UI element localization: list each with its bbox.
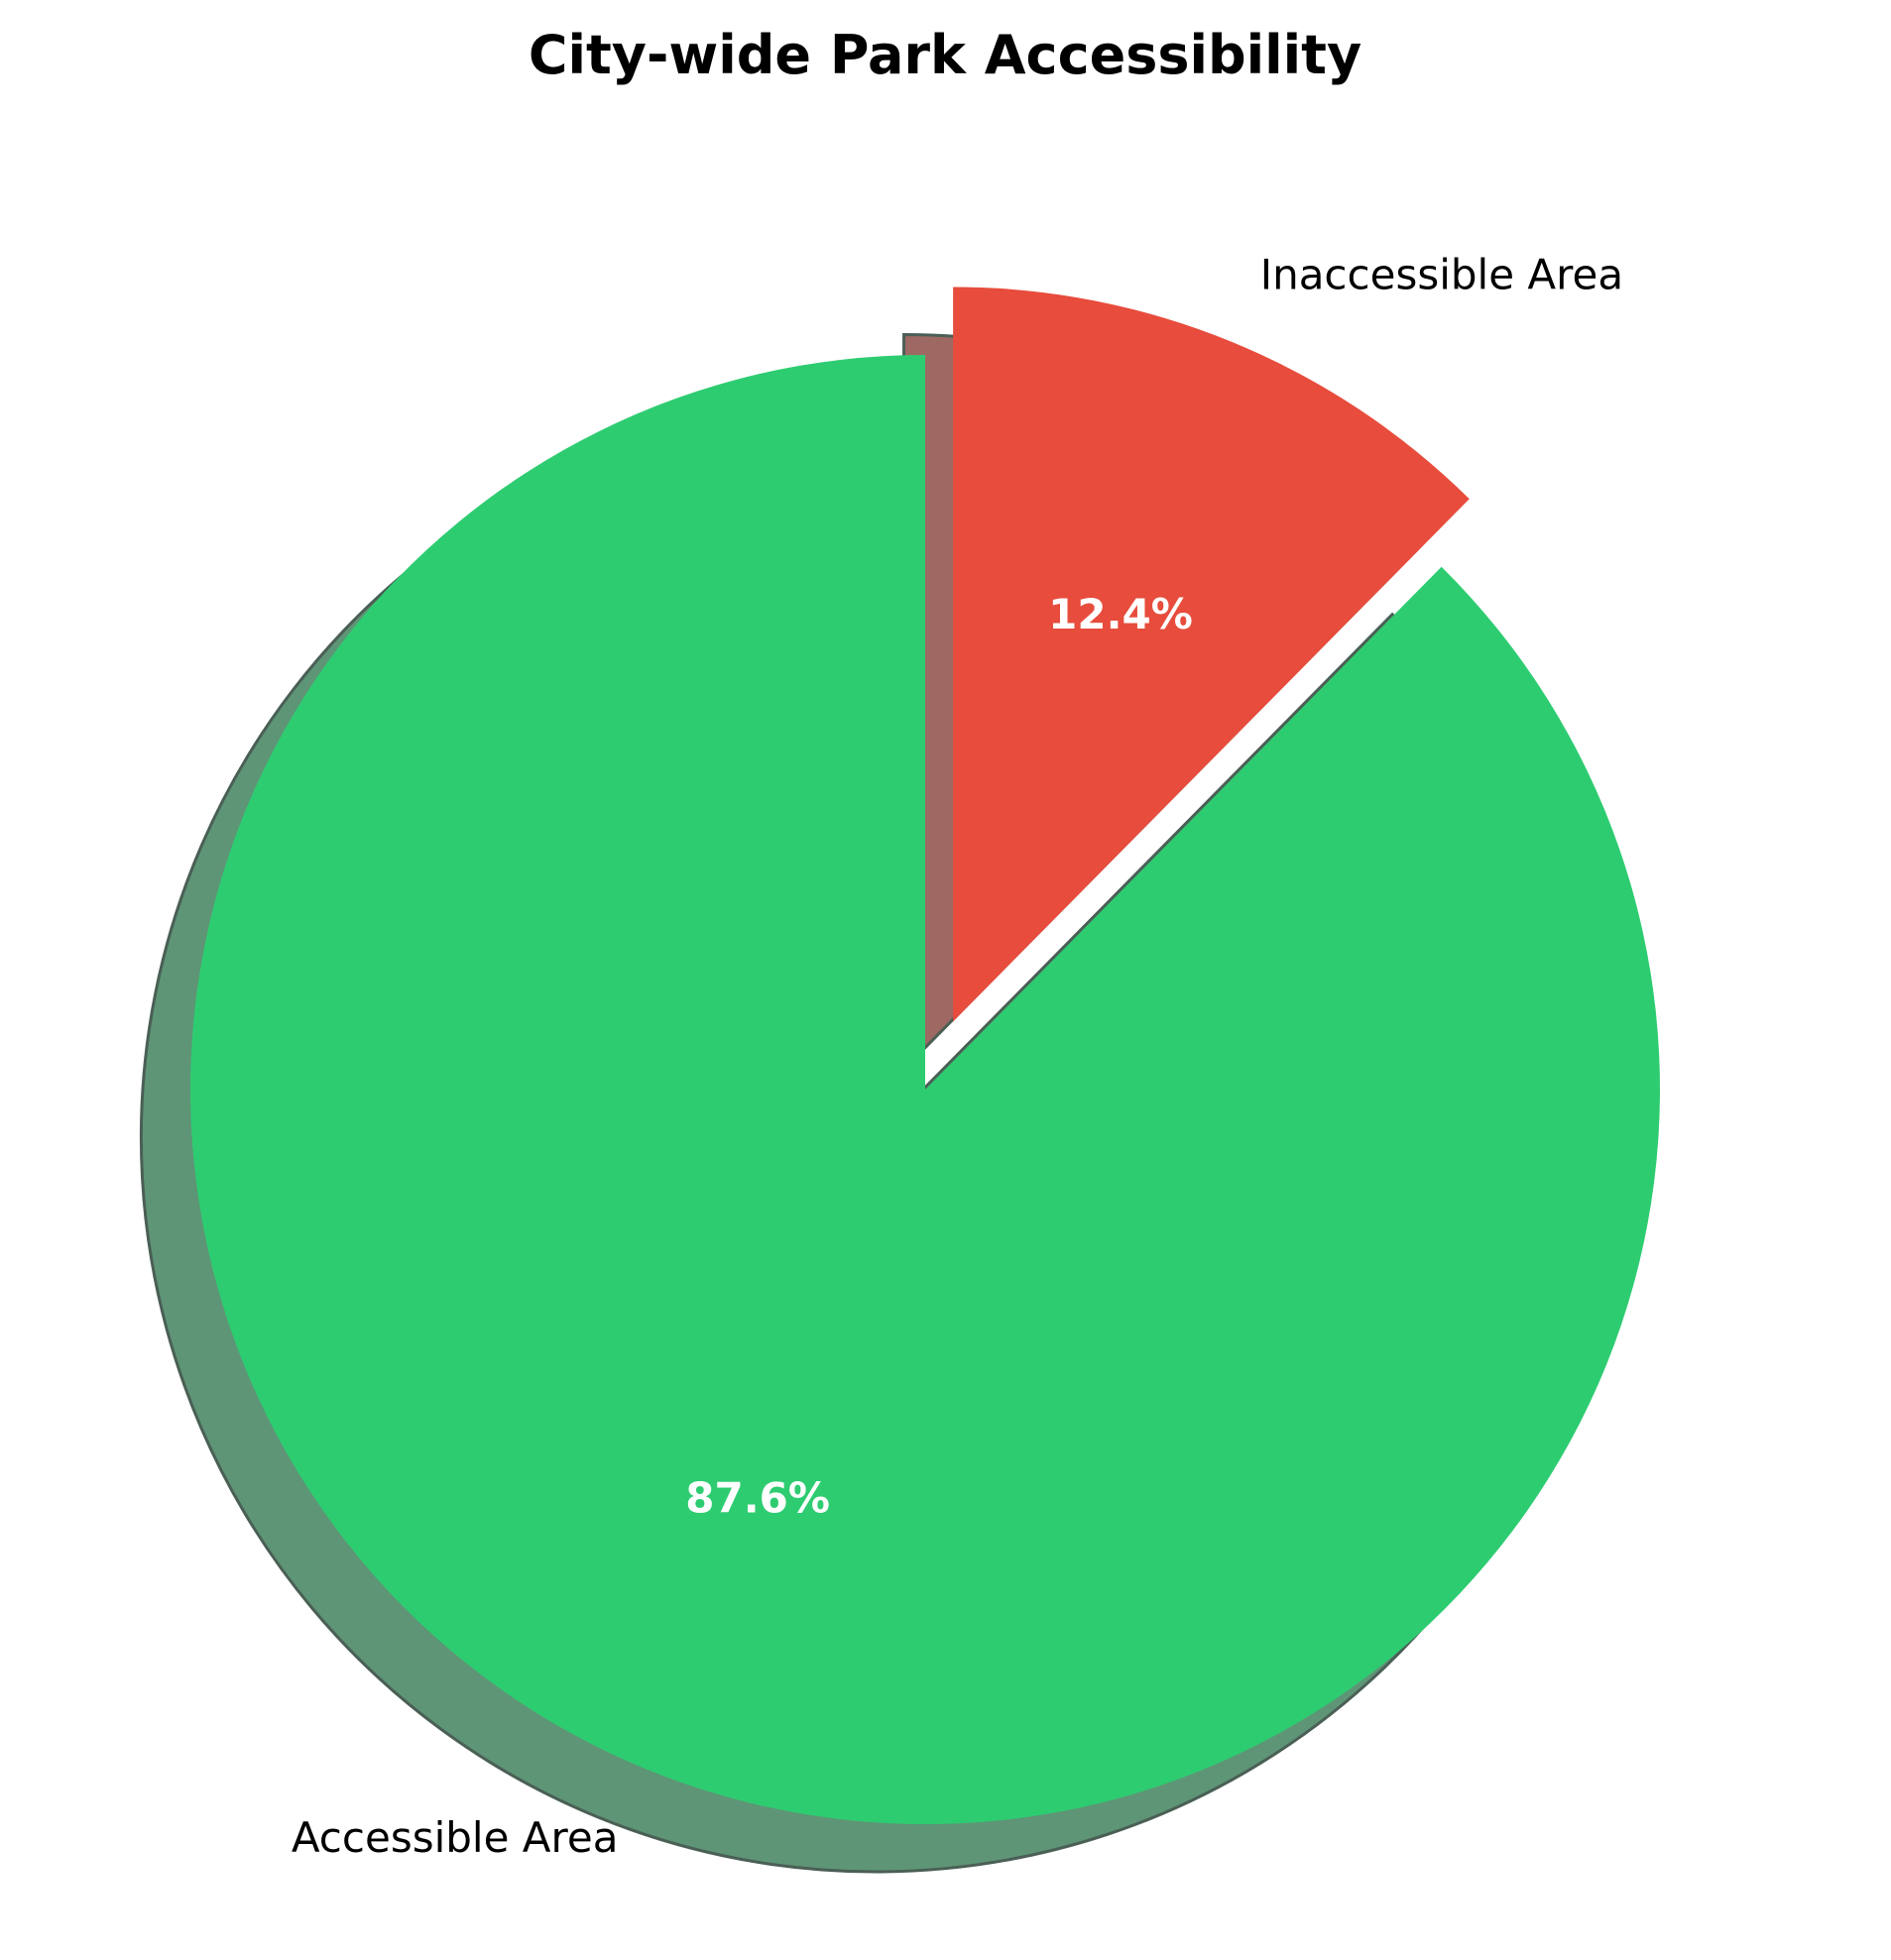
pie-slice-percent-label: 12.4% [1048, 590, 1193, 638]
pie-slices [189, 287, 1660, 1824]
pie-slice-category-label: Accessible Area [292, 1813, 619, 1862]
pie-slice [189, 355, 1660, 1824]
pie-slice-percent-label: 87.6% [685, 1473, 830, 1522]
pie-slice [953, 287, 1470, 1022]
pie-slice-category-label: Inaccessible Area [1260, 250, 1623, 298]
chart-title: City-wide Park Accessibility [529, 24, 1361, 86]
pie-labels: 87.6% Accessible Area 12.4% Inaccessible Ar… [292, 250, 1623, 1862]
